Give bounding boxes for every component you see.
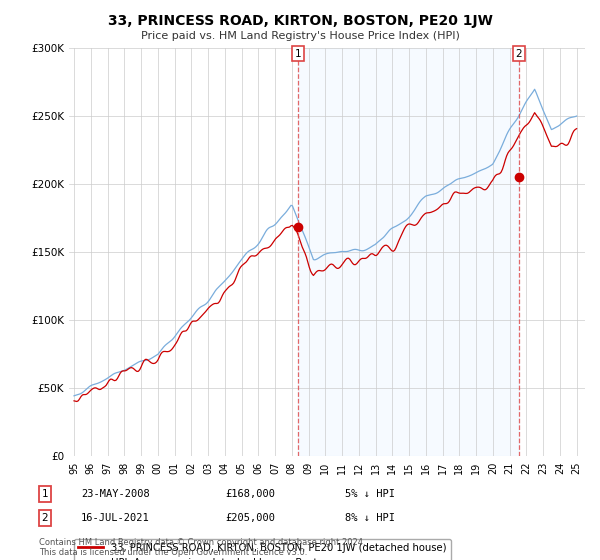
Legend: 33, PRINCESS ROAD, KIRTON, BOSTON, PE20 1JW (detached house), HPI: Average price: 33, PRINCESS ROAD, KIRTON, BOSTON, PE20 … xyxy=(74,539,451,560)
Text: 8% ↓ HPI: 8% ↓ HPI xyxy=(345,513,395,523)
Text: 16-JUL-2021: 16-JUL-2021 xyxy=(81,513,150,523)
Text: 23-MAY-2008: 23-MAY-2008 xyxy=(81,489,150,499)
Text: 5% ↓ HPI: 5% ↓ HPI xyxy=(345,489,395,499)
Text: 2: 2 xyxy=(41,513,49,523)
Text: £205,000: £205,000 xyxy=(225,513,275,523)
Text: Price paid vs. HM Land Registry's House Price Index (HPI): Price paid vs. HM Land Registry's House … xyxy=(140,31,460,41)
Text: 33, PRINCESS ROAD, KIRTON, BOSTON, PE20 1JW: 33, PRINCESS ROAD, KIRTON, BOSTON, PE20 … xyxy=(107,14,493,28)
Text: 2: 2 xyxy=(515,49,522,59)
Bar xyxy=(298,48,518,456)
Text: 1: 1 xyxy=(295,49,302,59)
Text: £168,000: £168,000 xyxy=(225,489,275,499)
Text: Contains HM Land Registry data © Crown copyright and database right 2024.
This d: Contains HM Land Registry data © Crown c… xyxy=(39,538,365,557)
Text: 1: 1 xyxy=(41,489,49,499)
